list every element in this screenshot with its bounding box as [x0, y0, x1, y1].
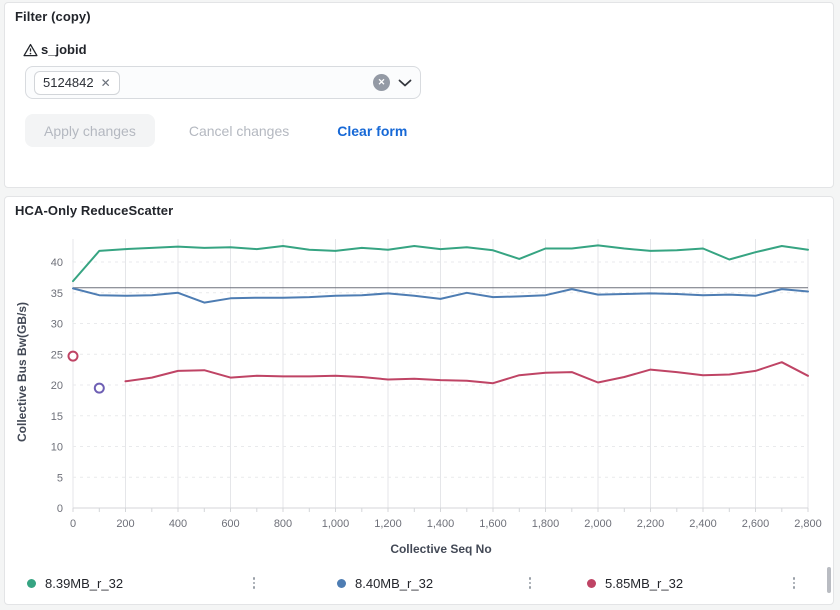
jobid-multiselect-input[interactable]: 5124842 ✕ ✕: [25, 66, 421, 99]
svg-text:1,600: 1,600: [479, 518, 507, 530]
series-8.40MB_r_32: [72, 287, 809, 304]
svg-text:1,800: 1,800: [532, 518, 560, 530]
svg-text:2,400: 2,400: [689, 518, 717, 530]
series-color-dot: [587, 578, 596, 588]
svg-text:1,200: 1,200: [374, 518, 402, 530]
warning-triangle-icon: [23, 43, 38, 57]
svg-text:2,200: 2,200: [637, 518, 665, 530]
field-label-row: s_jobid: [23, 42, 87, 57]
series-8.39MB_r_32: [72, 244, 809, 283]
svg-text:15: 15: [51, 411, 63, 423]
selected-tag: 5124842 ✕: [34, 70, 120, 95]
svg-text:0: 0: [70, 518, 76, 530]
kebab-menu-icon[interactable]: [789, 575, 800, 591]
y-axis-title: Collective Bus Bw(GB/s): [15, 301, 29, 443]
cancel-changes-button[interactable]: Cancel changes: [183, 122, 295, 140]
filter-panel: Filter (copy) s_jobid 5124842 ✕ ✕ Apply …: [4, 2, 834, 188]
y-tick-labels: 0 5 10 15 20 25 30 35 40: [51, 257, 63, 515]
svg-text:2,000: 2,000: [584, 518, 612, 530]
apply-changes-button[interactable]: Apply changes: [25, 114, 155, 147]
svg-text:0: 0: [57, 503, 63, 515]
x-tick-labels: 0 200 400 600 800 1,000 1,200 1,400 1,600 1,800 2,…: [70, 518, 822, 530]
clear-selection-icon[interactable]: ✕: [373, 74, 390, 91]
tag-remove-icon[interactable]: ✕: [100, 75, 111, 90]
svg-text:600: 600: [221, 518, 239, 530]
legend-item-series-3[interactable]: 5.85MB_r_32: [587, 574, 799, 592]
svg-text:1,000: 1,000: [322, 518, 350, 530]
chart-legend: 8.39MB_r_32 8.40MB_r_32 5.85MB_r_32: [5, 571, 835, 599]
svg-text:20: 20: [51, 380, 63, 392]
filter-panel-title: Filter (copy): [15, 9, 91, 24]
svg-text:25: 25: [51, 349, 63, 361]
chart-panel: HCA-Only ReduceScatter 0 200 400 600 800 1,00…: [4, 196, 834, 605]
x-axis-title: Collective Seq No: [390, 542, 492, 556]
chevron-down-icon[interactable]: [398, 79, 412, 87]
x-axis: [72, 507, 809, 512]
timeseries-chart: 0 200 400 600 800 1,000 1,200 1,400 1,600 1,800 2,…: [51, 239, 822, 530]
svg-text:5: 5: [57, 472, 63, 484]
svg-text:10: 10: [51, 442, 63, 454]
legend-item-series-2[interactable]: 8.40MB_r_32: [337, 574, 535, 592]
selected-tag-value: 5124842: [43, 75, 94, 90]
svg-text:2,800: 2,800: [794, 518, 822, 530]
legend-item-series-1[interactable]: 8.39MB_r_32: [27, 574, 259, 592]
vertical-gridlines: [72, 239, 809, 508]
svg-text:200: 200: [116, 518, 134, 530]
legend-scrollbar[interactable]: [827, 567, 831, 593]
svg-text:800: 800: [274, 518, 292, 530]
legend-label: 8.39MB_r_32: [45, 575, 124, 591]
svg-text:40: 40: [51, 257, 63, 269]
series-color-dot: [27, 578, 36, 588]
legend-label: 8.40MB_r_32: [355, 575, 434, 591]
field-label: s_jobid: [41, 42, 87, 57]
filter-buttons-row: Apply changes Cancel changes Clear form: [25, 114, 413, 147]
svg-text:30: 30: [51, 319, 63, 331]
series-5.85MB_r_32: [67, 350, 809, 385]
legend-label: 5.85MB_r_32: [605, 575, 684, 591]
chart-area: 0 200 400 600 800 1,000 1,200 1,400 1,600 1,800 2,…: [5, 197, 833, 604]
kebab-menu-icon[interactable]: [525, 575, 536, 591]
series-color-dot: [337, 578, 346, 588]
select-icons: ✕: [373, 74, 412, 91]
kebab-menu-icon[interactable]: [249, 575, 260, 591]
svg-text:400: 400: [169, 518, 187, 530]
svg-text:1,400: 1,400: [427, 518, 455, 530]
svg-text:2,600: 2,600: [742, 518, 770, 530]
unlabeled-series-point: [93, 382, 105, 394]
clear-form-button[interactable]: Clear form: [331, 122, 413, 140]
chart-panel-title: HCA-Only ReduceScatter: [15, 203, 174, 218]
svg-text:35: 35: [51, 288, 63, 300]
